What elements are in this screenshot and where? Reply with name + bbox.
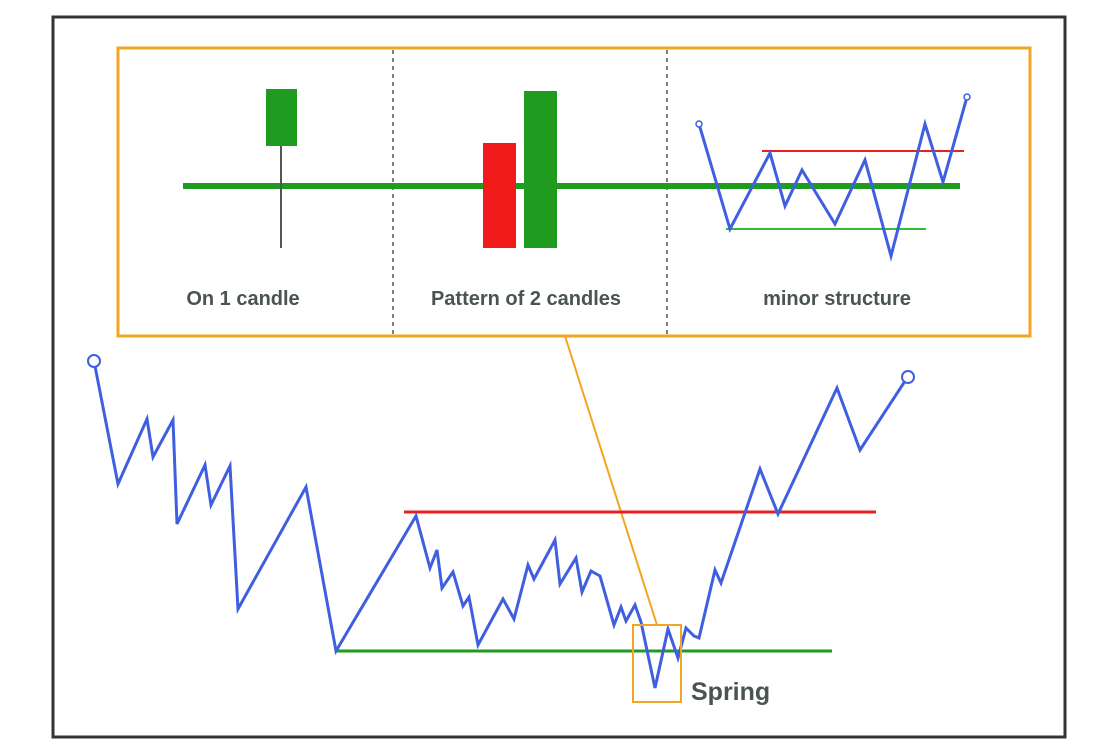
path-start-point [87, 354, 101, 368]
panel-2-candles [483, 91, 557, 248]
panel-3-minor-structure [695, 93, 971, 262]
price-path [92, 360, 909, 689]
red-candle-body [483, 143, 516, 248]
green-candle-body [266, 89, 297, 146]
green-candle-body [524, 91, 557, 248]
minor-start-point [695, 120, 703, 128]
panel-3-label: minor structure [763, 288, 911, 310]
spring-label: Spring [691, 678, 770, 706]
panel-1-label: On 1 candle [186, 288, 299, 310]
path-end-point [901, 370, 915, 384]
zoom-connector [564, 335, 658, 626]
minor-end-point [963, 93, 971, 101]
panel-1-candle [266, 89, 297, 248]
spring-highlight-box [632, 624, 682, 703]
inset-panel: On 1 candle Pattern of 2 candles minor s… [116, 46, 1032, 338]
main-chart: Spring [87, 354, 915, 706]
outer-frame [51, 15, 1067, 739]
minor-price-path [697, 96, 969, 262]
panel-2-label: Pattern of 2 candles [431, 288, 621, 310]
